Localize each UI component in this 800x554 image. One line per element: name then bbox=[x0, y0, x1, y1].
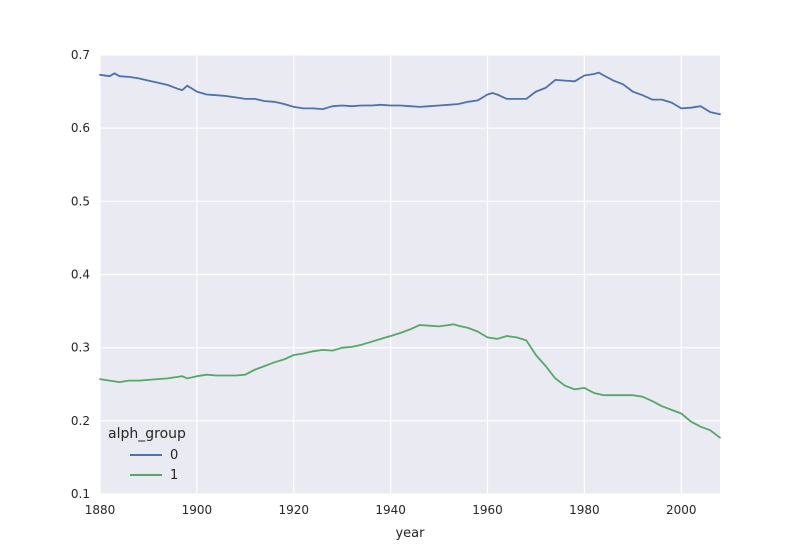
x-tick-label: 1960 bbox=[472, 503, 503, 517]
grid-layer bbox=[99, 54, 720, 495]
legend-title: alph_group bbox=[108, 426, 186, 442]
legend-label-series-0: 0 bbox=[170, 448, 178, 463]
x-tick-label: 1920 bbox=[278, 503, 309, 517]
x-tick-label: 1980 bbox=[569, 503, 600, 517]
x-tick-label: 2000 bbox=[666, 503, 697, 517]
series-layer bbox=[99, 71, 721, 439]
legend-label-series-1: 1 bbox=[170, 468, 178, 483]
y-tick-label: 0.7 bbox=[71, 48, 90, 62]
x-tick-label: 1880 bbox=[85, 503, 116, 517]
x-axis-label: year bbox=[395, 526, 425, 541]
y-tick-label: 0.4 bbox=[71, 268, 90, 282]
y-tick-label: 0.3 bbox=[71, 341, 90, 355]
tick-layer: 1880 1900 1920 1940 1960 1980 2000 0.1 0.2 0.3 0.4… bbox=[71, 48, 697, 517]
legend: alph_group 0 1 bbox=[108, 426, 186, 483]
series-line-1 bbox=[99, 323, 721, 439]
x-tick-label: 1940 bbox=[375, 503, 406, 517]
y-tick-label: 0.6 bbox=[71, 121, 90, 135]
y-tick-label: 0.2 bbox=[71, 414, 90, 428]
y-tick-label: 0.1 bbox=[71, 487, 90, 501]
x-tick-label: 1900 bbox=[182, 503, 213, 517]
series-line-0 bbox=[99, 71, 721, 116]
y-tick-label: 0.5 bbox=[71, 194, 90, 208]
